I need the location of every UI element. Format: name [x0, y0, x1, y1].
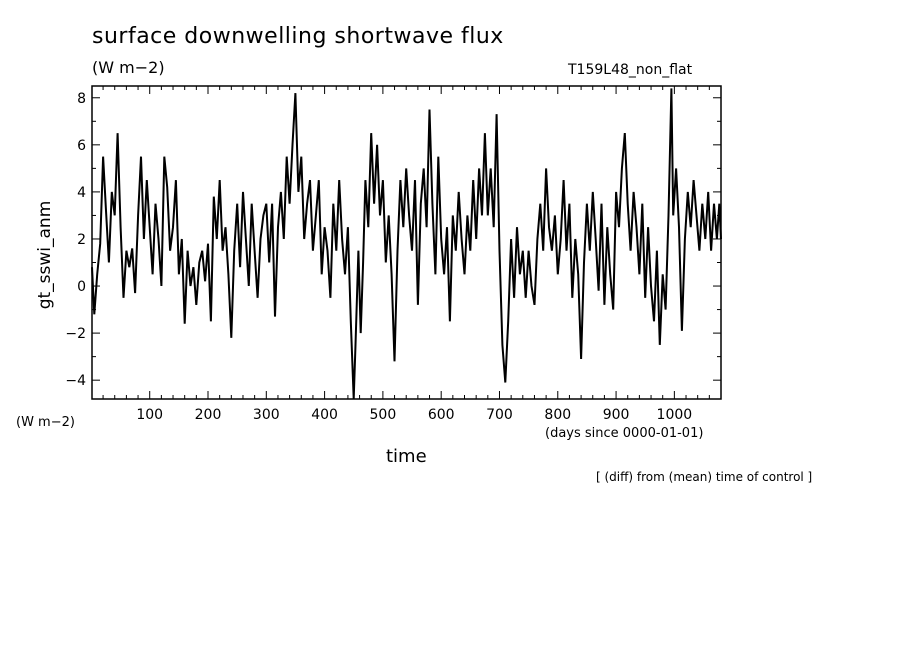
x-tick-label: 300 [253, 407, 280, 423]
plot-frame [91, 85, 722, 400]
y-tick-label: 6 [77, 138, 86, 154]
x-tick-label: 800 [544, 407, 571, 423]
series-line [91, 88, 722, 400]
y-tick-label: −4 [65, 373, 86, 389]
x-tick-label: 600 [428, 407, 455, 423]
x-tick-label: 100 [136, 407, 163, 423]
x-tick-label: 900 [603, 407, 630, 423]
y-tick-label: 8 [77, 91, 86, 107]
y-axis-label: gt_sswi_anm [35, 200, 55, 310]
x-tick-label: 1000 [657, 407, 693, 423]
y-tick-label: 4 [77, 185, 86, 201]
chart-title: surface downwelling shortwave flux [92, 24, 504, 49]
y-tick-label: 2 [77, 232, 86, 248]
footer-note: [ (diff) from (mean) time of control ] [596, 470, 813, 484]
x-tick-label: 400 [311, 407, 338, 423]
x-tick-label: 200 [195, 407, 222, 423]
x-tick-label: 700 [486, 407, 513, 423]
title-unit: (W m−2) [92, 58, 165, 77]
run-id-label: T159L48_non_flat [568, 62, 693, 78]
x-tick-label: 500 [370, 407, 397, 423]
y-axis-unit: (W m−2) [16, 415, 75, 430]
y-tick-label: −2 [65, 326, 86, 342]
plot-area: 100 200 300 400 500 600 700 800 900 1000 −4 −2 0 2 4 6 8 [65, 85, 722, 423]
y-tick-label: 0 [77, 279, 86, 295]
x-axis-unit: (days since 0000-01-01) [545, 426, 704, 441]
x-axis-label: time [386, 446, 427, 467]
